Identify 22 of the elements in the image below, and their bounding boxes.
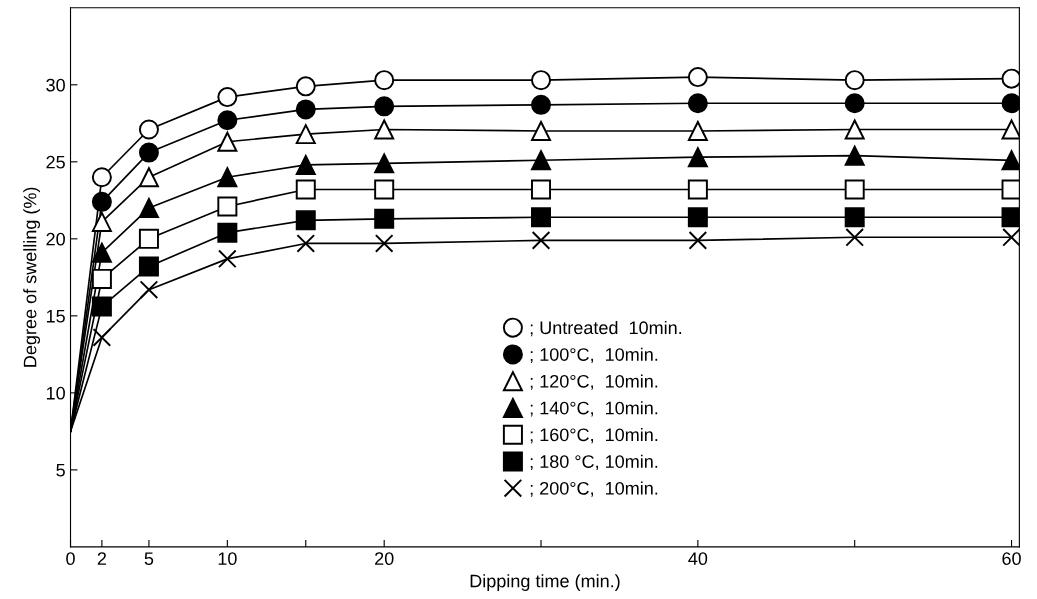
y-tick-label: 10: [46, 386, 65, 400]
x-tick-label: 0: [66, 552, 75, 566]
legend-label: ; Untreated 10min.: [530, 320, 682, 337]
y-tick-label: 30: [46, 78, 65, 92]
y-tick-label: 15: [46, 309, 65, 323]
legend-label: ; 180 °C, 10min.: [530, 454, 658, 471]
legend-label: ; 120°C, 10min.: [530, 374, 658, 390]
x-tick-label: 20: [375, 552, 394, 566]
x-tick-label: 2: [97, 552, 106, 565]
x-tick-label: 40: [688, 552, 708, 566]
y-tick-label: 5: [56, 463, 65, 477]
y-tick-label: 25: [46, 155, 65, 169]
x-tick-label: 60: [1002, 552, 1021, 566]
y-tick-label: 20: [46, 232, 65, 246]
x-axis-title: Dipping time (min.): [470, 574, 620, 591]
x-tick-label: 5: [144, 552, 154, 566]
legend-label: ; 100°C, 10min.: [530, 347, 658, 364]
y-axis-title: Degree of swelling (%): [23, 187, 41, 367]
x-tick-label: 10: [218, 552, 237, 566]
legend-label: ; 140°C, 10min.: [530, 401, 658, 417]
legend-label: ; 200°C, 10min.: [530, 481, 658, 497]
legend-label: ; 160°C, 10min.: [530, 427, 658, 444]
